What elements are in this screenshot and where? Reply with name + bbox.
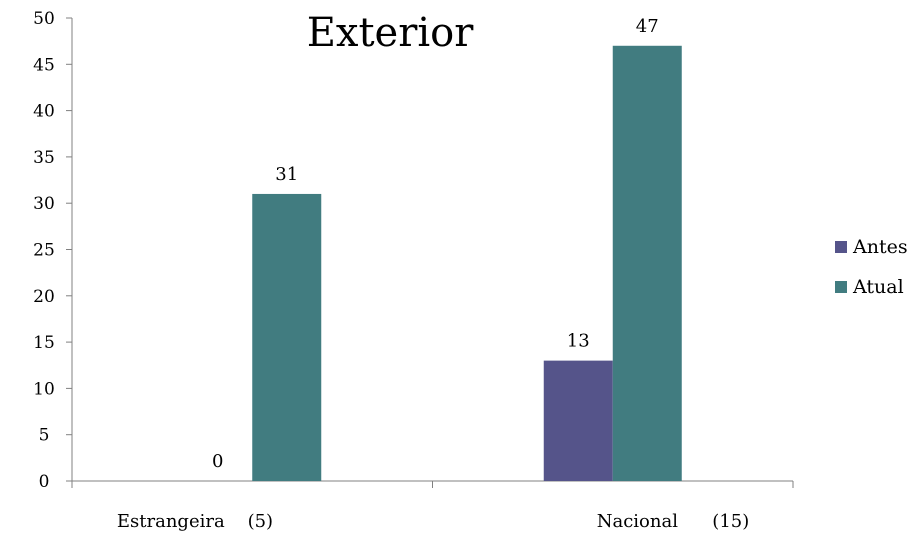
y-tick-label: 30 — [33, 194, 55, 214]
y-tick-label: 50 — [33, 9, 55, 29]
y-tick-label: 15 — [33, 333, 55, 353]
y-tick-label: 25 — [33, 241, 55, 261]
axes: 0 5 10 15 20 25 30 35 40 45 50 Estrangeira (5) Nacio… — [33, 9, 794, 532]
data-label: 31 — [275, 164, 298, 185]
y-tick-label: 10 — [33, 379, 55, 399]
bar-antes — [543, 360, 613, 481]
legend-label-antes: Antes — [852, 236, 908, 258]
y-tick-label: 45 — [33, 55, 55, 75]
bar-atual — [252, 193, 322, 481]
legend: Antes Atual — [835, 236, 908, 298]
y-tick-label: 35 — [33, 148, 55, 168]
x-category-label: Nacional (15) — [597, 511, 750, 532]
y-tick-label: 0 — [39, 472, 50, 492]
data-label: 13 — [567, 331, 590, 352]
data-label: 47 — [636, 16, 659, 37]
x-category-label: Estrangeira (5) — [117, 511, 273, 532]
bar-atual — [612, 45, 682, 481]
bars: 0 31 13 47 — [212, 16, 682, 481]
y-tick-label: 20 — [33, 287, 55, 307]
legend-swatch-antes — [835, 241, 847, 253]
data-label: 0 — [212, 451, 223, 472]
legend-swatch-atual — [835, 281, 847, 293]
y-tick-label: 5 — [39, 426, 50, 446]
y-tick-label: 40 — [33, 102, 55, 122]
legend-label-atual: Atual — [852, 276, 904, 298]
chart-title: Exterior — [307, 10, 475, 56]
